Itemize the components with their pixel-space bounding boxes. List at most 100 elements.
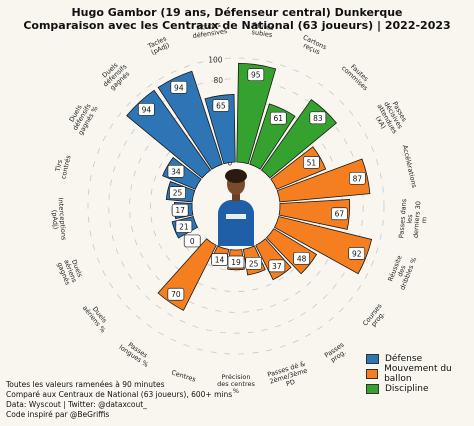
- value-label: 34: [171, 167, 181, 176]
- category-label-line: subies: [251, 28, 273, 39]
- value-label-box: [268, 259, 286, 273]
- value-label: 87: [353, 174, 363, 183]
- value-label-box: [293, 251, 310, 265]
- value-label: 83: [313, 114, 323, 123]
- value-label: 25: [173, 189, 183, 198]
- subtitle-line: Comparaison avec les Centraux de Nationa…: [23, 19, 451, 32]
- footer-line: Data: Wyscout | Twitter: @dataxcout_: [6, 400, 147, 409]
- bar-segment: [157, 70, 223, 170]
- player-neck: [232, 194, 240, 201]
- value-label-box: [138, 103, 155, 116]
- value-label: 14: [215, 256, 225, 265]
- grid-circle: [108, 78, 364, 334]
- category-label-line: Précision: [221, 373, 250, 381]
- value-label-box: [167, 287, 185, 301]
- category-label: Cartonsreçus: [299, 33, 329, 58]
- category-label: Passesprog.: [323, 340, 350, 365]
- category-label: Fautescommises: [340, 59, 375, 93]
- radial-tick-label: 80: [214, 76, 224, 85]
- chart-title: Hugo Gambor (19 ans, Défenseur central) …: [0, 6, 474, 32]
- value-label-box: [309, 111, 327, 125]
- category-label-line: Fautes: [252, 21, 275, 32]
- legend: Défense Mouvement du ballon Discipline: [366, 352, 474, 397]
- shirt-sponsor-band: [226, 214, 246, 219]
- legend-item-ball-movement: Mouvement du ballon: [366, 364, 474, 384]
- value-label: 65: [216, 102, 226, 111]
- category-label: Coursesprog.: [361, 302, 390, 332]
- category-label: Précision des centres%: [217, 373, 255, 395]
- value-label: 19: [231, 258, 241, 267]
- category-label: Duelsdéfensifsgagnés: [97, 57, 134, 94]
- category-label-line: Passes dans: [397, 198, 408, 239]
- value-label-box: [247, 68, 265, 82]
- category-label-line: les: [406, 214, 415, 224]
- footer-line: Comparé aux Centraux de National (63 jou…: [6, 390, 233, 399]
- bar-segment: [236, 62, 277, 165]
- category-label: Interceptions(pAdj): [49, 197, 67, 241]
- value-label: 51: [307, 158, 317, 167]
- category-label: Duelsaériensgagnés: [56, 256, 86, 287]
- grid-circle: [87, 57, 385, 355]
- legend-item-discipline: Discipline: [366, 382, 474, 396]
- value-label-box: [167, 164, 185, 178]
- legend-swatch: [366, 354, 379, 364]
- value-label: 70: [171, 290, 181, 299]
- bar-segment: [157, 238, 217, 311]
- category-label-line: des: [396, 264, 408, 278]
- category-label: Passesdécisivesattendues(xA): [369, 95, 411, 139]
- value-label: 21: [179, 222, 189, 231]
- value-label: 92: [352, 249, 362, 258]
- value-label-box: [211, 253, 228, 266]
- legend-label: Défense: [385, 354, 423, 364]
- title-line: Hugo Gambor (19 ans, Défenseur central) …: [71, 6, 403, 19]
- value-label-box: [171, 203, 189, 217]
- category-label: Tacles(pAdj): [146, 34, 172, 57]
- radial-tick-label: 100: [208, 55, 223, 64]
- legend-label: Mouvement du ballon: [384, 364, 452, 384]
- radial-tick-label: 0: [227, 158, 232, 167]
- chart-footer: Toutes les valeurs ramenées à 90 minutes…: [6, 380, 232, 420]
- category-label: Accélérations: [401, 144, 419, 189]
- value-label-box: [303, 156, 320, 169]
- value-label: 94: [142, 105, 152, 114]
- player-hair: [225, 169, 247, 183]
- legend-item-defense: Défense: [366, 352, 474, 366]
- value-label-box: [227, 255, 245, 269]
- category-label: Réussitedesdribbles %: [385, 251, 418, 291]
- legend-swatch: [366, 369, 379, 379]
- value-label: 95: [251, 71, 261, 80]
- value-label-box: [212, 99, 230, 112]
- value-label: 61: [274, 114, 284, 123]
- value-label-box: [175, 220, 193, 233]
- value-label-box: [169, 186, 186, 199]
- category-label: Fautessubies: [251, 21, 275, 39]
- player-shirt: [218, 200, 254, 246]
- player-photo: [218, 169, 254, 246]
- bar-segment: [273, 216, 373, 275]
- value-label: 25: [249, 259, 259, 268]
- value-label-box: [183, 234, 201, 248]
- footer-line: Code inspiré par @BeGriffis: [6, 410, 110, 419]
- legend-label: Discipline: [385, 384, 429, 394]
- legend-swatch: [366, 384, 379, 394]
- value-label-box: [170, 80, 188, 94]
- value-label: 0: [190, 237, 195, 246]
- value-label: 17: [175, 206, 185, 215]
- category-label: Duelsdéfensifsgagnés %: [64, 98, 99, 137]
- category-label-line: (pAdj): [50, 210, 59, 230]
- bar-segment: [276, 158, 371, 203]
- category-label: Passeslongues %: [117, 337, 153, 369]
- category-label: Actionsdéfensives: [191, 20, 228, 40]
- category-label-line: Accélérations: [401, 144, 419, 189]
- value-label-box: [348, 247, 366, 260]
- category-label-line: m: [420, 217, 428, 224]
- value-label-box: [331, 207, 348, 221]
- value-label-box: [349, 171, 366, 185]
- footer-line: Toutes les valeurs ramenées à 90 minutes: [6, 380, 165, 389]
- bar-segment: [278, 199, 351, 230]
- category-label-line: Actions: [197, 21, 222, 33]
- category-label-line: Tirs: [54, 158, 65, 173]
- value-label: 37: [272, 262, 282, 271]
- category-label: Passes danslesderniers 30m: [397, 198, 430, 240]
